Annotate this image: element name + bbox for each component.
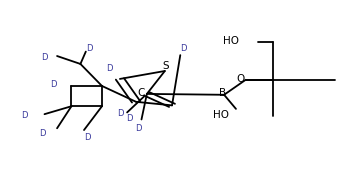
- Text: O: O: [237, 74, 245, 84]
- Text: D: D: [86, 44, 93, 53]
- Text: S: S: [163, 61, 169, 71]
- Text: C: C: [137, 88, 144, 98]
- Text: B: B: [219, 88, 227, 98]
- Text: D: D: [84, 133, 91, 142]
- Text: D: D: [39, 129, 46, 138]
- Text: D: D: [117, 109, 123, 118]
- Text: HO: HO: [212, 110, 228, 120]
- Text: D: D: [21, 112, 28, 120]
- Text: D: D: [106, 64, 113, 73]
- Text: D: D: [135, 124, 141, 133]
- Text: D: D: [181, 44, 187, 53]
- Text: D: D: [50, 80, 57, 89]
- Text: D: D: [41, 53, 48, 62]
- Text: HO: HO: [223, 35, 239, 45]
- Text: D: D: [126, 114, 132, 123]
